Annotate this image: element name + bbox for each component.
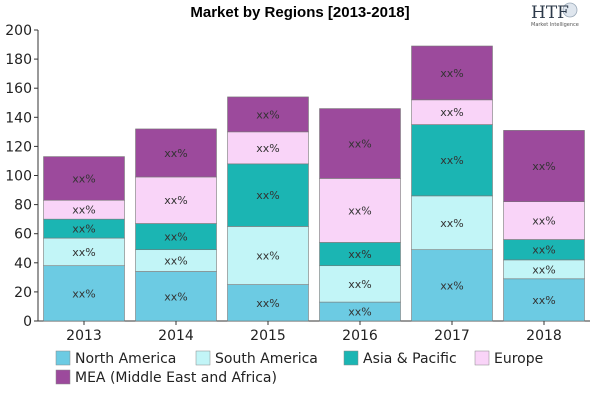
legend-swatch bbox=[474, 350, 490, 366]
y-tick-label: 120 bbox=[5, 139, 32, 155]
logo-text: HTF bbox=[531, 3, 569, 23]
data-label: xx% bbox=[164, 147, 187, 160]
data-label: xx% bbox=[72, 172, 95, 185]
data-label: xx% bbox=[532, 160, 555, 173]
data-label: xx% bbox=[164, 194, 187, 207]
y-tick-label: 160 bbox=[5, 81, 32, 97]
legend-label: Asia & Pacific bbox=[363, 351, 457, 367]
y-tick-label: 100 bbox=[5, 169, 32, 185]
bar-segment bbox=[411, 249, 493, 322]
data-label: xx% bbox=[164, 255, 187, 268]
bar-segment bbox=[227, 131, 309, 165]
data-label: xx% bbox=[348, 137, 371, 150]
legend-label: North America bbox=[75, 351, 176, 367]
legend-swatch bbox=[55, 369, 71, 385]
data-label: xx% bbox=[440, 106, 463, 119]
data-label: xx% bbox=[440, 217, 463, 230]
data-label: xx% bbox=[532, 244, 555, 257]
data-label: xx% bbox=[256, 297, 279, 310]
bar-segment bbox=[135, 223, 217, 251]
y-tick-label: 80 bbox=[14, 198, 32, 214]
chart-title: Market by Regions [2013-2018] bbox=[190, 4, 409, 21]
x-tick-label: 2014 bbox=[158, 328, 194, 344]
data-label: xx% bbox=[256, 189, 279, 202]
legend-swatch bbox=[55, 350, 71, 366]
legend: North America South America Asia & Pacific… bbox=[55, 350, 543, 386]
data-label: xx% bbox=[72, 204, 95, 217]
legend-label: MEA (Middle East and Africa) bbox=[75, 370, 277, 386]
data-label: xx% bbox=[256, 142, 279, 155]
bar-segment bbox=[135, 176, 217, 224]
bar-segment bbox=[503, 130, 585, 202]
bar-segment bbox=[43, 237, 125, 267]
bar-segment bbox=[227, 96, 309, 133]
y-tick-label: 140 bbox=[5, 110, 32, 126]
y-tick-label: 20 bbox=[14, 285, 32, 301]
bar-segment bbox=[411, 195, 493, 251]
data-label: xx% bbox=[256, 250, 279, 263]
plot-area: 0 20 40 60 80 100 120 140 160 180 200 xx% xx% xx% xx% x… bbox=[5, 23, 590, 344]
bar-segment bbox=[319, 178, 401, 243]
data-label: xx% bbox=[256, 108, 279, 121]
logo-subtitle: Market Intelligence bbox=[531, 22, 579, 28]
globe-icon bbox=[562, 2, 578, 18]
legend-label: Europe bbox=[494, 351, 543, 367]
data-label: xx% bbox=[348, 278, 371, 291]
bar-segment bbox=[135, 128, 217, 178]
bar-segment bbox=[43, 265, 125, 322]
y-tick-label: 60 bbox=[14, 227, 32, 243]
bar-segment bbox=[227, 284, 309, 322]
data-label: xx% bbox=[164, 231, 187, 244]
data-label: xx% bbox=[440, 67, 463, 80]
legend-label: South America bbox=[215, 351, 318, 367]
data-label: xx% bbox=[72, 246, 95, 259]
htf-logo: HTF Market Intelligence bbox=[531, 2, 579, 28]
bar-segment bbox=[411, 99, 493, 125]
x-tick-label: 2017 bbox=[434, 328, 470, 344]
bar-segment bbox=[43, 156, 125, 201]
bar-segment bbox=[319, 265, 401, 303]
bar-segment bbox=[503, 278, 585, 322]
y-tick-label: 200 bbox=[5, 23, 32, 39]
data-label: xx% bbox=[440, 279, 463, 292]
bar-segment bbox=[135, 271, 217, 322]
y-tick-label: 40 bbox=[14, 256, 32, 272]
data-label: xx% bbox=[348, 204, 371, 217]
legend-swatch bbox=[195, 350, 211, 366]
data-label: xx% bbox=[348, 248, 371, 261]
bar-segment bbox=[319, 108, 401, 179]
data-label: xx% bbox=[72, 287, 95, 300]
x-tick-label: 2015 bbox=[250, 328, 286, 344]
data-label: xx% bbox=[440, 154, 463, 167]
y-tick-label: 0 bbox=[23, 314, 32, 330]
bar-segment bbox=[227, 226, 309, 285]
y-tick-label: 180 bbox=[5, 52, 32, 68]
bar-segment bbox=[227, 163, 309, 227]
data-label: xx% bbox=[532, 215, 555, 228]
data-label: xx% bbox=[72, 223, 95, 236]
x-tick-label: 2016 bbox=[342, 328, 378, 344]
bar-segment bbox=[411, 45, 493, 101]
bar-segment bbox=[411, 124, 493, 197]
data-label: xx% bbox=[164, 290, 187, 303]
legend-swatch bbox=[343, 350, 359, 366]
data-label: xx% bbox=[348, 306, 371, 319]
x-tick-label: 2018 bbox=[526, 328, 562, 344]
data-label: xx% bbox=[532, 263, 555, 276]
data-label: xx% bbox=[532, 294, 555, 307]
bar-segment bbox=[503, 201, 585, 240]
x-tick-label: 2013 bbox=[66, 328, 102, 344]
